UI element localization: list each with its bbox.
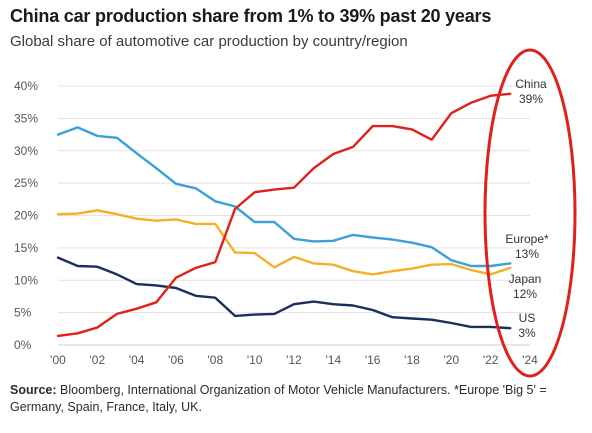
- y-tick-label: 25%: [14, 176, 38, 190]
- series-value-us: 3%: [518, 326, 536, 340]
- series-value-china: 39%: [519, 92, 543, 106]
- y-tick-label: 40%: [14, 79, 38, 93]
- x-tick-label: '06: [168, 353, 184, 367]
- chart-title: China car production share from 1% to 39…: [10, 6, 492, 26]
- series-lines: [56, 92, 512, 338]
- series-value-japan: 12%: [513, 287, 537, 301]
- x-tick-label: '20: [444, 353, 460, 367]
- series-line-europe: [56, 126, 512, 268]
- source-label: Source:: [10, 383, 57, 397]
- line-chart: 0% 5% 10% 15% 20% 25% 30% 35% 40% '00 '02 '04 '06 '08…: [14, 48, 577, 378]
- source-text: Bloomberg, International Organization of…: [10, 383, 547, 414]
- series-label-china: China: [515, 77, 547, 91]
- x-tick-label: '04: [129, 353, 145, 367]
- series-label-us: US: [519, 311, 536, 325]
- y-tick-label: 30%: [14, 144, 38, 158]
- y-tick-label: 5%: [14, 306, 32, 320]
- highlight-ellipse: [483, 48, 577, 378]
- chart-subtitle: Global share of automotive car productio…: [10, 33, 408, 50]
- x-tick-label: '00: [50, 353, 66, 367]
- x-tick-label: '22: [483, 353, 499, 367]
- series-line-us: [56, 256, 512, 330]
- x-tick-label: '12: [286, 353, 302, 367]
- y-tick-label: 15%: [14, 241, 38, 255]
- highlight-ellipse: [483, 48, 577, 378]
- series-value-europe: 13%: [515, 247, 539, 261]
- axis-ticks: 0% 5% 10% 15% 20% 25% 30% 35% 40% '00 '02 '04 '06 '08…: [14, 79, 538, 367]
- x-tick-label: '18: [404, 353, 420, 367]
- x-tick-label: '02: [90, 353, 106, 367]
- x-tick-label: '10: [247, 353, 263, 367]
- x-tick-label: '08: [208, 353, 224, 367]
- x-tick-label: '14: [326, 353, 342, 367]
- series-line-japan: [56, 209, 512, 276]
- series-label-japan: Japan: [509, 272, 542, 286]
- series-line-china: [56, 92, 512, 338]
- y-tick-label: 0%: [14, 338, 32, 352]
- x-tick-label: '16: [365, 353, 381, 367]
- y-tick-label: 10%: [14, 273, 38, 287]
- gridlines: [58, 85, 530, 346]
- y-tick-label: 20%: [14, 209, 38, 223]
- series-label-europe: Europe*: [505, 232, 549, 246]
- source-note: Source: Bloomberg, International Organiz…: [10, 382, 580, 416]
- x-tick-label: '24: [522, 353, 538, 367]
- y-tick-label: 35%: [14, 111, 38, 125]
